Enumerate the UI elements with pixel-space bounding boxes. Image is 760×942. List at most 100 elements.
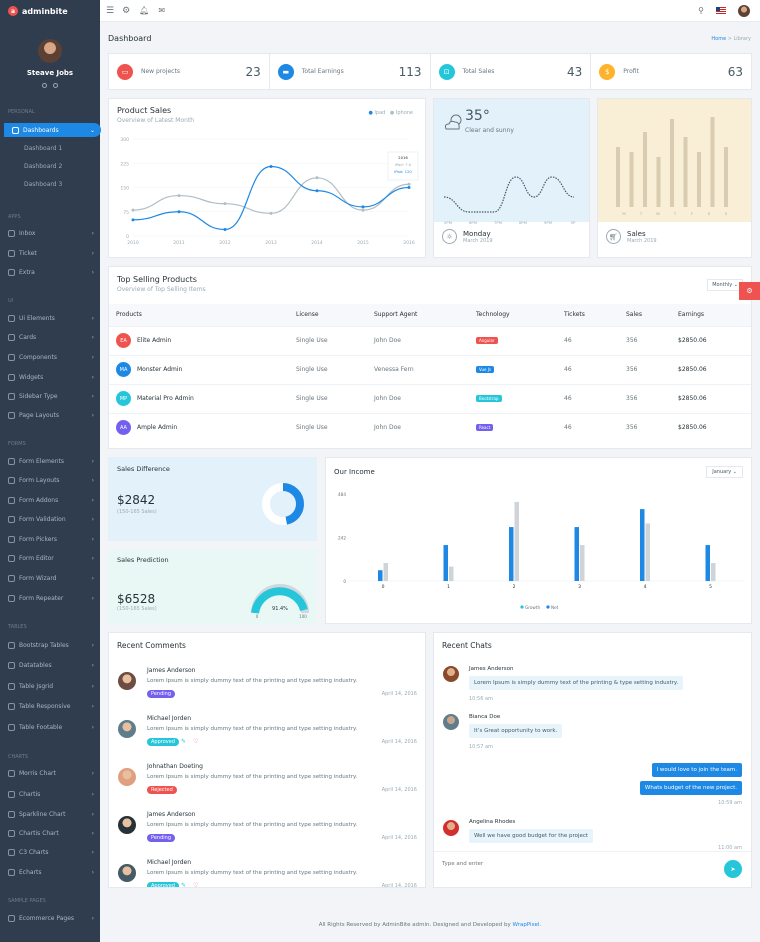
sidebar-item-form-wizard[interactable]: Form Wizard › xyxy=(0,571,100,585)
send-button[interactable]: ➤ xyxy=(724,860,742,878)
sidebar-item-form-addons[interactable]: Form Addons › xyxy=(0,493,100,507)
chevron-icon: › xyxy=(91,457,94,465)
sales-bar xyxy=(656,157,661,207)
sidebar-item-ui-elements[interactable]: Ui Elements › xyxy=(0,311,100,325)
breadcrumb-home[interactable]: Home xyxy=(711,36,727,42)
sidebar-item-table-responsive[interactable]: Table Responsive › xyxy=(0,699,100,713)
sidebar-item-form-repeater[interactable]: Form Repeater › xyxy=(0,591,100,605)
sidebar-item-components[interactable]: Components › xyxy=(0,350,100,364)
edit-icon[interactable]: ✎ xyxy=(181,882,187,888)
sales: 356 xyxy=(619,354,671,384)
user-name[interactable]: Steave Jobs xyxy=(26,69,74,77)
weather-time-label: 9PM xyxy=(544,220,552,225)
stats-row: ▭ New projects 23 ▬ Total Earnings 113 ⊡ Total … xyxy=(108,53,752,90)
technology-badge: Vue Js xyxy=(476,366,494,373)
sales-diff-title: Sales Difference xyxy=(117,465,170,473)
sidebar-item-dashboards[interactable]: Dashboards ⌄ xyxy=(4,123,101,137)
nav-icon xyxy=(8,333,15,341)
sidebar-item-cards[interactable]: Cards › xyxy=(0,330,100,344)
flag-icon[interactable] xyxy=(716,7,726,14)
income-month-select[interactable]: January ⌄ xyxy=(706,466,743,478)
settings-icon[interactable] xyxy=(42,83,47,88)
sidebar-item-form-validation[interactable]: Form Validation › xyxy=(0,512,100,526)
sales-pred-gauge: 91.4% 0 100 xyxy=(251,584,309,619)
sales-bar-label: T xyxy=(639,211,643,216)
topbar-avatar[interactable] xyxy=(738,4,750,17)
sidebar-item-widgets[interactable]: Widgets › xyxy=(0,370,100,384)
footer-link[interactable]: WrapPixel. xyxy=(512,922,542,928)
sidebar-item-inbox[interactable]: Inbox › xyxy=(0,226,100,240)
chevron-icon: › xyxy=(91,702,94,710)
sidebar-item-datatables[interactable]: Datatables › xyxy=(0,658,100,672)
sidebar-item-table-footable[interactable]: Table Footable › xyxy=(0,720,100,734)
sidebar-item-ecommerce-pages[interactable]: Ecommerce Pages › xyxy=(0,911,100,925)
sidebar-item-echarts[interactable]: Echarts › xyxy=(0,865,100,879)
earnings: $2850.06 xyxy=(671,383,751,413)
chat-message: It’s Great opportunity to work. xyxy=(469,724,563,738)
comment-date: April 14, 2016 xyxy=(381,883,417,888)
sidebar-item-label: Dashboards xyxy=(23,126,59,134)
sidebar-item-extra[interactable]: Extra › xyxy=(0,265,100,279)
y-tick-label: 300 xyxy=(120,137,129,143)
sidebar-item-ticket[interactable]: Ticket › xyxy=(0,246,100,260)
sidebar-item-c3-charts[interactable]: C3 Charts › xyxy=(0,845,100,859)
user-avatar[interactable] xyxy=(38,39,62,63)
commenter-avatar xyxy=(118,864,136,882)
edit-icon[interactable]: ✎ xyxy=(181,738,187,745)
data-point xyxy=(177,210,181,214)
sidebar-item-label: Inbox xyxy=(19,229,36,237)
comment-text: Lorem Ipsum is simply dummy text of the … xyxy=(147,822,358,828)
sidebar-item-label: Form Layouts xyxy=(19,476,60,484)
sidebar-item-form-pickers[interactable]: Form Pickers › xyxy=(0,532,100,546)
table-row[interactable]: MA Monster Admin Single Use Venessa Fern Vue… xyxy=(109,354,751,384)
chat-message: Well we have good budget for the project xyxy=(469,829,594,843)
brand[interactable]: a adminbite xyxy=(0,0,100,22)
chat-input[interactable] xyxy=(442,861,712,867)
sidebar-item-sidebar-type[interactable]: Sidebar Type › xyxy=(0,389,100,403)
table-row[interactable]: MP Material Pro Admin Single Use John Doe Bo… xyxy=(109,383,751,413)
sidebar-item-dashboard-1[interactable]: Dashboard 1 xyxy=(0,141,100,155)
sidebar-item-chartis-chart[interactable]: Chartis Chart › xyxy=(0,826,100,840)
sidebar-item-page-layouts[interactable]: Page Layouts › xyxy=(0,408,100,422)
sidebar-item-chartis[interactable]: Chartis › xyxy=(0,787,100,801)
sidebar-item-sparkline-chart[interactable]: Sparkline Chart › xyxy=(0,807,100,821)
technology-badge: React xyxy=(476,424,494,432)
table-row[interactable]: EA Elite Admin Single Use John Doe Angular 46… xyxy=(109,325,751,355)
comment-date: April 14, 2016 xyxy=(381,787,417,793)
gear-icon[interactable]: ⚙ xyxy=(122,5,131,16)
bell-icon[interactable]: 🔔︎ xyxy=(139,6,150,15)
product-name: Material Pro Admin xyxy=(137,395,194,402)
table-row[interactable]: AA Ample Admin Single Use John Doe React 46 35… xyxy=(109,412,751,442)
power-icon[interactable] xyxy=(53,83,58,88)
legend-swatch xyxy=(546,605,550,609)
sidebar-item-label: Form Pickers xyxy=(19,535,58,543)
menu-toggle-icon[interactable]: ☰ xyxy=(106,5,115,16)
product-sales-subtitle: Overview of Latest Month xyxy=(117,117,195,124)
stat-label: Profit xyxy=(623,68,639,75)
data-point xyxy=(361,208,365,212)
search-icon[interactable]: ⚲ xyxy=(698,6,704,15)
chevron-icon: › xyxy=(91,268,94,276)
bar-net xyxy=(711,563,716,581)
heart-icon[interactable]: ♡ xyxy=(193,738,199,745)
nav-section-apps: APPS xyxy=(8,214,21,220)
customizer-toggle[interactable]: ⚙ xyxy=(739,282,760,300)
footer-text: All Rights Reserved by AdminBite admin. … xyxy=(318,922,513,928)
sidebar-item-form-layouts[interactable]: Form Layouts › xyxy=(0,473,100,487)
mail-icon[interactable]: ✉ xyxy=(158,6,166,15)
y-tick-label: 484 xyxy=(338,492,346,497)
technology-badge: Angular xyxy=(476,337,498,344)
sidebar-item-form-editor[interactable]: Form Editor › xyxy=(0,551,100,565)
sidebar-item-morris-chart[interactable]: Morris Chart › xyxy=(0,766,100,780)
sidebar-item-dashboard-2[interactable]: Dashboard 2 xyxy=(0,159,100,173)
monthly-select[interactable]: Monthly ⌄ xyxy=(707,279,743,291)
sidebar-item-bootstrap-tables[interactable]: Bootstrap Tables › xyxy=(0,638,100,652)
stat-value: 63 xyxy=(727,64,743,79)
sidebar-item-dashboard-3[interactable]: Dashboard 3 xyxy=(0,177,100,191)
sidebar-item-label: Chartis Chart xyxy=(19,829,59,837)
nav-icon xyxy=(8,353,15,361)
sales-diff-note: (150-165 Sales) xyxy=(117,509,157,515)
sidebar-item-table-jsgrid[interactable]: Table Jsgrid › xyxy=(0,679,100,693)
sidebar-item-form-elements[interactable]: Form Elements › xyxy=(0,454,100,468)
heart-icon[interactable]: ♡ xyxy=(193,882,199,888)
